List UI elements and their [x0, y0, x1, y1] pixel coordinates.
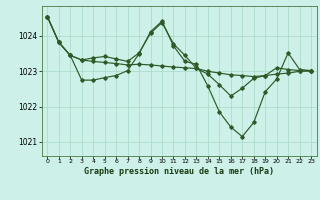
X-axis label: Graphe pression niveau de la mer (hPa): Graphe pression niveau de la mer (hPa) — [84, 167, 274, 176]
